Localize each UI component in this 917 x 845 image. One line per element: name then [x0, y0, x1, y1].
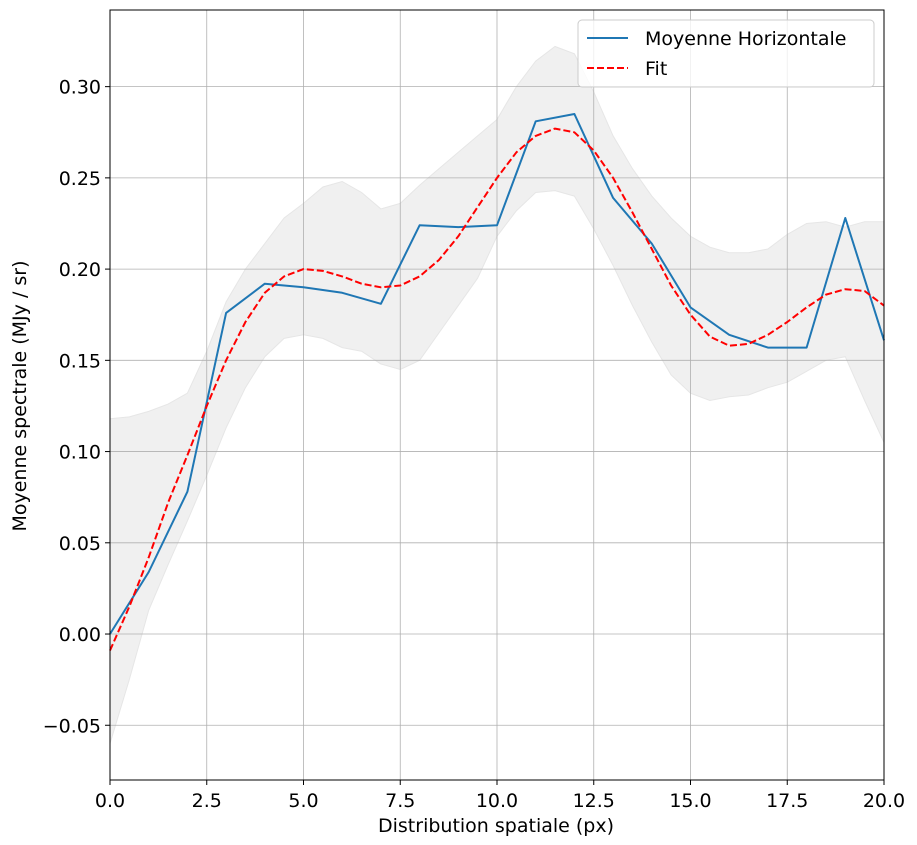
y-tick-label: 0.05 — [59, 533, 101, 555]
y-tick-label: 0.30 — [59, 77, 101, 99]
tick-layer: 0.0 2.5 5.0 7.5 10.0 12.5 15.0 17.5 20.0 −0.05 0.0… — [43, 77, 905, 812]
x-tick-label: 10.0 — [476, 790, 518, 812]
y-tick-label: 0.10 — [59, 442, 101, 464]
x-tick-label: 17.5 — [766, 790, 808, 812]
y-tick-label: 0.00 — [59, 624, 101, 646]
x-tick-label: 20.0 — [863, 790, 905, 812]
x-tick-label: 15.0 — [669, 790, 711, 812]
legend-label-fit: Fit — [645, 58, 667, 80]
x-tick-label: 5.0 — [288, 790, 318, 812]
legend-box — [577, 19, 875, 88]
x-tick-label: 7.5 — [385, 790, 415, 812]
x-tick-label: 0.0 — [95, 790, 125, 812]
series-layer — [109, 113, 885, 651]
y-tick-label: −0.05 — [43, 715, 101, 737]
y-tick-label: 0.20 — [59, 259, 101, 281]
legend-label-moyenne-horizontale: Moyenne Horizontale — [645, 28, 846, 50]
series-line-moyenne-horizontale — [109, 113, 885, 635]
x-tick-label: 2.5 — [192, 790, 222, 812]
y-axis-title: Moyenne spectrale (MJy / sr) — [9, 260, 31, 531]
y-tick-label: 0.15 — [59, 350, 101, 372]
x-tick-label: 12.5 — [573, 790, 615, 812]
x-axis-title: Distribution spatiale (px) — [378, 815, 614, 837]
series-line-fit — [109, 127, 885, 651]
legend: Moyenne Horizontale Fit — [577, 19, 875, 88]
y-tick-label: 0.25 — [59, 168, 101, 190]
